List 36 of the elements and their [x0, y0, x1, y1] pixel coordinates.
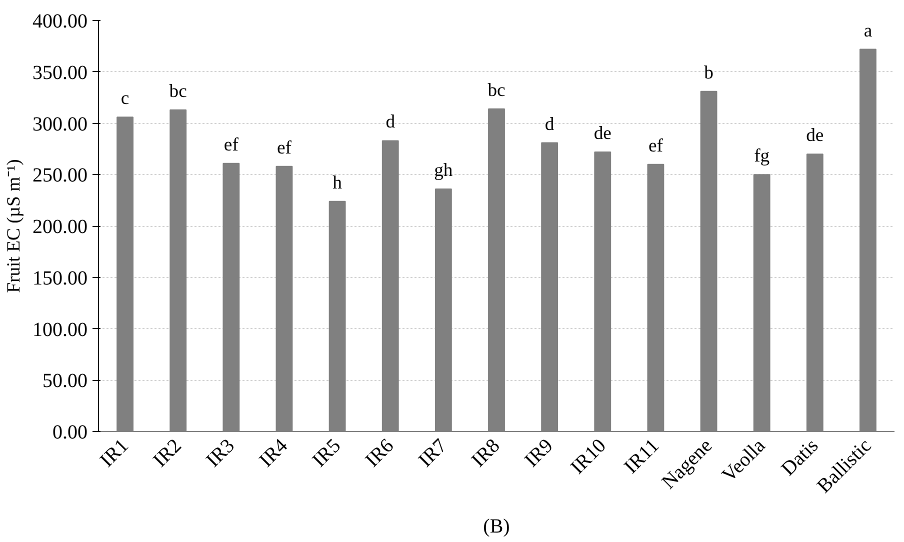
annotation: d: [386, 112, 396, 133]
x-tick-label: IR6: [361, 434, 398, 472]
y-tick-label: 0.00: [52, 422, 88, 444]
annotation: b: [704, 62, 714, 84]
y-tick-label: 100.00: [32, 318, 88, 341]
annotation: fg: [754, 146, 770, 167]
y-tick-label: 250.00: [32, 164, 88, 187]
y-tick-label: 400.00: [32, 10, 88, 32]
annotation: d: [544, 114, 555, 135]
x-tick-label: IR11: [620, 434, 664, 478]
annotation: h: [332, 172, 343, 194]
annotation: bc: [169, 80, 187, 102]
x-tick-label: IR5: [308, 434, 346, 472]
y-axis-title: Fruit EC (µS m⁻¹): [4, 159, 24, 293]
x-tick-label: IR2: [149, 434, 186, 472]
annotation: a: [864, 20, 873, 42]
y-tick-label: 300.00: [32, 113, 88, 136]
annotation: gh: [434, 160, 454, 182]
x-tick-label: IR3: [202, 434, 239, 472]
annotation: ef: [648, 135, 664, 156]
annotation: ef: [276, 137, 292, 158]
y-tick-label: 50.00: [42, 370, 88, 392]
x-tick-label: IR4: [255, 434, 292, 472]
annotation: de: [594, 123, 612, 144]
y-tick-label: 150.00: [32, 267, 88, 290]
text: (B): [483, 516, 510, 538]
annotation: de: [806, 125, 824, 146]
x-tick-label: IR9: [520, 434, 558, 472]
annotation: c: [120, 88, 130, 110]
x-tick-label: IR7: [414, 434, 452, 472]
y-tick-label: 200.00: [32, 216, 88, 238]
y-tick-label: 350.00: [32, 62, 88, 84]
x-tick-label: IR1: [96, 434, 133, 472]
annotation: bc: [488, 80, 506, 101]
x-tick-label: IR8: [468, 434, 504, 472]
annotation: ef: [224, 134, 240, 156]
